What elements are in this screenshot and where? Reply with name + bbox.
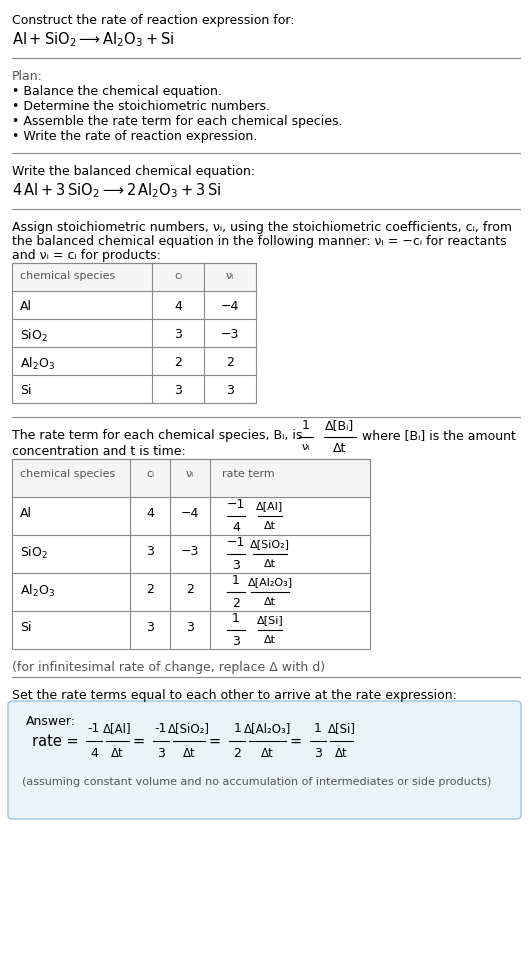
Text: 1: 1 (302, 419, 310, 432)
Text: rate term: rate term (222, 469, 275, 479)
Text: 2: 2 (174, 356, 182, 369)
Text: 2: 2 (146, 583, 154, 596)
Text: 3: 3 (226, 384, 234, 397)
Text: =: = (133, 734, 150, 749)
Text: 3: 3 (146, 621, 154, 634)
Text: νᵢ: νᵢ (186, 469, 194, 479)
Text: rate =: rate = (32, 734, 83, 749)
Text: 3: 3 (186, 621, 194, 634)
Text: 2: 2 (232, 597, 240, 610)
Text: Δ[Si]: Δ[Si] (257, 615, 284, 625)
Bar (12, 263, 256, 291)
Text: SiO$_2$: SiO$_2$ (20, 545, 48, 561)
Text: • Determine the stoichiometric numbers.: • Determine the stoichiometric numbers. (12, 100, 270, 113)
Text: =: = (290, 734, 307, 749)
Text: Al$_2$O$_3$: Al$_2$O$_3$ (20, 356, 55, 372)
Text: −3: −3 (181, 545, 199, 558)
Text: and νᵢ = cᵢ for products:: and νᵢ = cᵢ for products: (12, 249, 161, 262)
Text: Δ[SiO₂]: Δ[SiO₂] (250, 539, 290, 549)
Text: 2: 2 (186, 583, 194, 596)
Text: Answer:: Answer: (26, 715, 76, 728)
Text: 3: 3 (314, 747, 322, 760)
Text: 4: 4 (90, 747, 98, 760)
Text: Write the balanced chemical equation:: Write the balanced chemical equation: (12, 165, 255, 178)
Text: 2: 2 (233, 747, 241, 760)
Text: Δt: Δt (264, 597, 276, 607)
Text: 1: 1 (232, 574, 240, 587)
Text: Δt: Δt (335, 747, 348, 760)
Text: $\mathrm{4\,Al + 3\,SiO_2 \longrightarrow 2\,Al_2O_3 + 3\,Si}$: $\mathrm{4\,Al + 3\,SiO_2 \longrightarro… (12, 181, 221, 200)
Text: Δt: Δt (264, 559, 276, 569)
Text: −4: −4 (221, 300, 239, 313)
Text: Si: Si (20, 384, 31, 397)
Text: • Assemble the rate term for each chemical species.: • Assemble the rate term for each chemic… (12, 115, 342, 128)
Text: Si: Si (20, 621, 31, 634)
Text: 3: 3 (174, 384, 182, 397)
Text: Δt: Δt (111, 747, 124, 760)
FancyBboxPatch shape (8, 701, 521, 819)
Text: 2: 2 (226, 356, 234, 369)
Text: 3: 3 (232, 635, 240, 648)
Text: chemical species: chemical species (20, 469, 115, 479)
Text: $\mathrm{Al + SiO_2 \longrightarrow Al_2O_3 + Si}$: $\mathrm{Al + SiO_2 \longrightarrow Al_2… (12, 30, 174, 49)
Text: 4: 4 (232, 521, 240, 534)
Text: Construct the rate of reaction expression for:: Construct the rate of reaction expressio… (12, 14, 295, 27)
Text: Δ[SiO₂]: Δ[SiO₂] (168, 722, 210, 735)
Text: Set the rate terms equal to each other to arrive at the rate expression:: Set the rate terms equal to each other t… (12, 689, 457, 702)
Text: concentration and t is time:: concentration and t is time: (12, 445, 185, 458)
Text: 1: 1 (314, 722, 322, 735)
Bar (12, 459, 370, 497)
Text: Δt: Δt (333, 442, 347, 455)
Text: SiO$_2$: SiO$_2$ (20, 328, 48, 345)
Text: −1: −1 (227, 498, 245, 511)
Text: Δ[Al₂O₃]: Δ[Al₂O₃] (244, 722, 292, 735)
Text: 3: 3 (146, 545, 154, 558)
Text: −3: −3 (221, 328, 239, 341)
Text: Δt: Δt (261, 747, 274, 760)
Text: cᵢ: cᵢ (174, 271, 182, 281)
Text: νᵢ: νᵢ (226, 271, 234, 281)
Bar (12, 263, 256, 403)
Text: the balanced chemical equation in the following manner: νᵢ = −cᵢ for reactants: the balanced chemical equation in the fo… (12, 235, 507, 248)
Text: =: = (209, 734, 226, 749)
Text: Δ[Al]: Δ[Al] (103, 722, 132, 735)
Text: Δt: Δt (264, 635, 276, 645)
Text: • Write the rate of reaction expression.: • Write the rate of reaction expression. (12, 130, 257, 143)
Text: • Balance the chemical equation.: • Balance the chemical equation. (12, 85, 222, 98)
Text: Δt: Δt (183, 747, 196, 760)
Text: 4: 4 (174, 300, 182, 313)
Bar (12, 459, 370, 649)
Text: 1: 1 (233, 722, 241, 735)
Text: 4: 4 (146, 507, 154, 520)
Text: 3: 3 (174, 328, 182, 341)
Text: Al: Al (20, 507, 32, 520)
Text: Δ[Al]: Δ[Al] (257, 501, 284, 511)
Text: −4: −4 (181, 507, 199, 520)
Text: −1: −1 (227, 536, 245, 549)
Text: Δt: Δt (264, 521, 276, 531)
Text: Δ[Bᵢ]: Δ[Bᵢ] (325, 419, 355, 432)
Text: Plan:: Plan: (12, 70, 43, 83)
Bar (12, 263, 256, 403)
Text: 3: 3 (157, 747, 165, 760)
Text: Δ[Al₂O₃]: Δ[Al₂O₃] (248, 577, 293, 587)
Text: 1: 1 (232, 612, 240, 625)
Text: Al: Al (20, 300, 32, 313)
Text: The rate term for each chemical species, Bᵢ, is: The rate term for each chemical species,… (12, 429, 303, 442)
Text: Assign stoichiometric numbers, νᵢ, using the stoichiometric coefficients, cᵢ, fr: Assign stoichiometric numbers, νᵢ, using… (12, 221, 512, 234)
Text: cᵢ: cᵢ (146, 469, 154, 479)
Text: 3: 3 (232, 559, 240, 572)
Text: Al$_2$O$_3$: Al$_2$O$_3$ (20, 583, 55, 599)
Text: (assuming constant volume and no accumulation of intermediates or side products): (assuming constant volume and no accumul… (22, 777, 491, 787)
Text: -1: -1 (155, 722, 167, 735)
Text: chemical species: chemical species (20, 271, 115, 281)
Text: -1: -1 (88, 722, 100, 735)
Text: where [Bᵢ] is the amount: where [Bᵢ] is the amount (362, 429, 516, 442)
Text: Δ[Si]: Δ[Si] (328, 722, 356, 735)
Bar (12, 459, 370, 649)
Text: νᵢ: νᵢ (302, 442, 310, 452)
Text: (for infinitesimal rate of change, replace Δ with d): (for infinitesimal rate of change, repla… (12, 661, 325, 674)
